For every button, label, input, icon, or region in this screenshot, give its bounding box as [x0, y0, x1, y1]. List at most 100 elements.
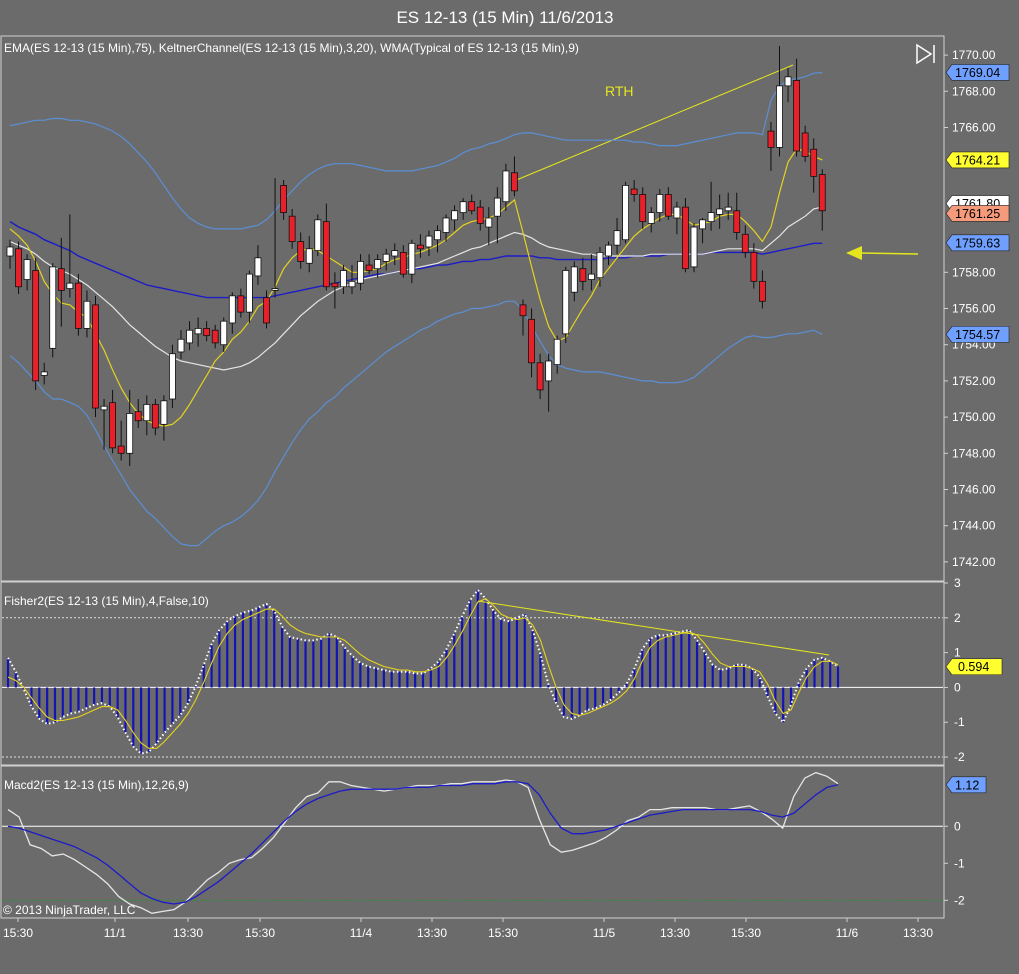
candle-body — [126, 413, 134, 454]
candle-body — [724, 206, 732, 212]
candle-body — [211, 329, 219, 344]
candle-body — [511, 172, 518, 192]
candle — [374, 254, 382, 278]
candle — [639, 187, 647, 229]
candle-body — [348, 280, 356, 288]
candle — [434, 225, 441, 253]
candle — [49, 263, 57, 358]
price-series-2 — [9, 71, 823, 230]
candle-body — [314, 219, 322, 251]
rth-annotation: RTH — [605, 83, 634, 99]
candle — [134, 399, 142, 428]
candle-body — [750, 251, 758, 282]
candle-body — [416, 244, 424, 250]
candle — [476, 199, 484, 231]
candle — [562, 266, 570, 343]
candle — [647, 207, 655, 233]
candle — [228, 292, 236, 334]
macd-tick-label: 0 — [954, 819, 961, 833]
candle-body — [707, 212, 715, 223]
x-tick-label: 11/4 — [350, 926, 373, 940]
skip-to-end-icon[interactable] — [916, 43, 935, 65]
candle — [391, 243, 399, 266]
candle-body — [83, 300, 91, 329]
candle — [570, 261, 578, 302]
candle-body — [245, 273, 253, 313]
fisher-panel[interactable] — [0, 581, 945, 766]
candle — [699, 218, 706, 244]
x-tick-label: 15:30 — [245, 926, 275, 940]
candle-body — [784, 76, 792, 87]
candle — [596, 246, 604, 287]
candle — [528, 308, 535, 378]
candle — [322, 203, 330, 291]
candle — [288, 208, 296, 249]
candle-body — [622, 185, 629, 241]
candle-body — [100, 405, 108, 411]
trendline-fisher[interactable] — [477, 600, 830, 656]
candle — [160, 395, 168, 441]
candle-body — [528, 318, 535, 364]
candle-body — [117, 445, 125, 454]
candle — [280, 179, 288, 220]
candle-body — [519, 304, 527, 317]
macd-series-signal — [7, 781, 839, 905]
candle-body — [442, 217, 450, 233]
candle-body — [151, 404, 159, 429]
candle — [263, 290, 270, 329]
candle — [511, 156, 518, 197]
price-marker: 1761.25 — [945, 205, 1010, 222]
candle-body — [810, 148, 818, 177]
trendline-top[interactable] — [513, 64, 794, 182]
candle — [682, 198, 689, 273]
price-tick-label: 1770.00 — [952, 48, 996, 62]
candle — [776, 46, 783, 157]
fisher-tick-label: 1 — [954, 646, 961, 660]
candle-body — [169, 353, 176, 400]
candle — [15, 241, 22, 295]
price-marker-box — [945, 205, 1010, 222]
price-marker-box — [945, 326, 1010, 343]
candle-body — [280, 185, 288, 213]
candle — [408, 239, 416, 284]
candle-body — [143, 404, 151, 422]
candle-body — [194, 328, 202, 335]
candle — [177, 330, 185, 360]
candle — [211, 324, 219, 349]
candle — [348, 265, 356, 295]
fisher-tick-label: -1 — [954, 715, 965, 729]
price-marker-box — [945, 64, 1010, 81]
candle — [331, 272, 339, 309]
candle-body — [408, 242, 416, 275]
candle — [707, 181, 715, 231]
candle — [399, 245, 407, 278]
candle-body — [639, 194, 647, 223]
candle-body — [15, 248, 22, 288]
candle-body — [220, 320, 228, 346]
candle — [382, 248, 390, 271]
price-marker-label: 1761.25 — [955, 207, 1000, 221]
fisher-last-label: 0.594 — [958, 660, 989, 674]
price-marker-label: 1764.21 — [955, 153, 1000, 167]
candle — [254, 245, 262, 285]
candle-body — [536, 362, 544, 391]
candle-body — [767, 130, 775, 148]
price-series-1 — [9, 206, 823, 371]
arrow-annotation — [846, 246, 919, 260]
price-tick-label: 1750.00 — [952, 410, 996, 424]
candle-body — [357, 261, 364, 284]
candle — [305, 236, 313, 273]
candle — [741, 225, 749, 258]
candle — [656, 189, 664, 222]
candle-body — [588, 273, 595, 280]
price-marker-label: 1754.57 — [955, 328, 1000, 342]
candle — [767, 122, 775, 171]
candle — [340, 265, 347, 295]
candle-body — [570, 266, 578, 293]
macd-series-macd — [7, 771, 839, 914]
candle — [220, 317, 228, 352]
candle-body — [793, 80, 800, 152]
candle-body — [177, 338, 185, 353]
candle — [126, 389, 134, 466]
